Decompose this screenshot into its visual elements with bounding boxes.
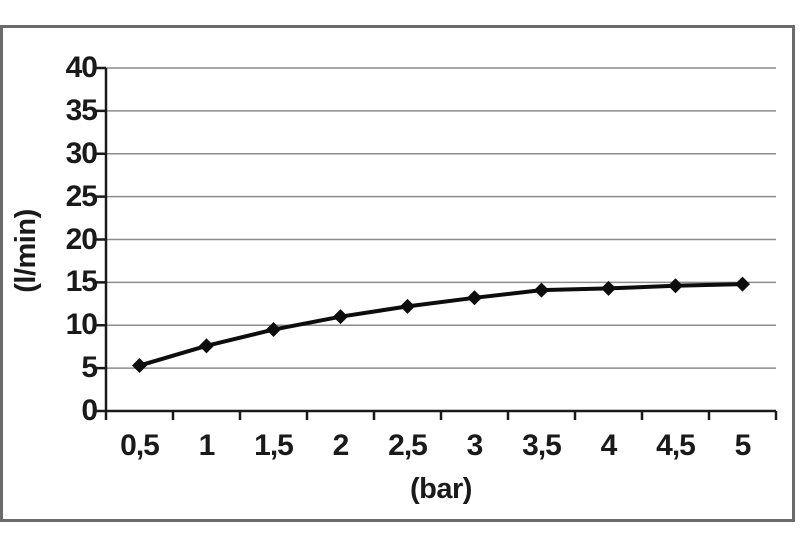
x-tick-label: 4	[600, 429, 618, 462]
x-tick-label: 4,5	[656, 429, 696, 462]
y-tick-label: 20	[65, 222, 98, 256]
x-tick-label: 3,5	[522, 429, 562, 462]
data-point-marker	[735, 276, 750, 292]
data-point-marker	[333, 309, 348, 325]
x-tick-label: 2,5	[388, 429, 428, 462]
y-tick-label: 25	[65, 179, 98, 213]
data-point-marker	[467, 290, 482, 306]
y-tick-label: 10	[65, 308, 98, 342]
data-point-marker	[534, 282, 549, 298]
data-point-marker	[266, 322, 281, 338]
data-point-marker	[132, 358, 147, 374]
series-line	[138, 282, 743, 368]
y-tick-label: 35	[65, 93, 98, 127]
x-tick-label: 3	[466, 429, 484, 462]
y-tick-label: 40	[65, 51, 98, 84]
data-point-marker	[601, 280, 616, 296]
x-tick-label: 1,5	[254, 429, 294, 462]
y-tick-label: 30	[65, 136, 98, 170]
x-tick-label: 1	[198, 429, 216, 462]
y-tick-label: 5	[81, 351, 98, 385]
x-tick-label: 2	[332, 429, 350, 462]
y-tick-label: 15	[65, 265, 98, 299]
y-tick-label: 0	[81, 394, 98, 427]
x-axis-title: (bar)	[410, 473, 472, 505]
x-tick-label: 0,5	[120, 429, 160, 462]
chart-frame	[0, 25, 795, 522]
x-tick-label: 5	[734, 429, 752, 462]
data-point-marker	[199, 338, 214, 354]
data-point-marker	[400, 298, 415, 314]
data-point-marker	[668, 278, 683, 294]
